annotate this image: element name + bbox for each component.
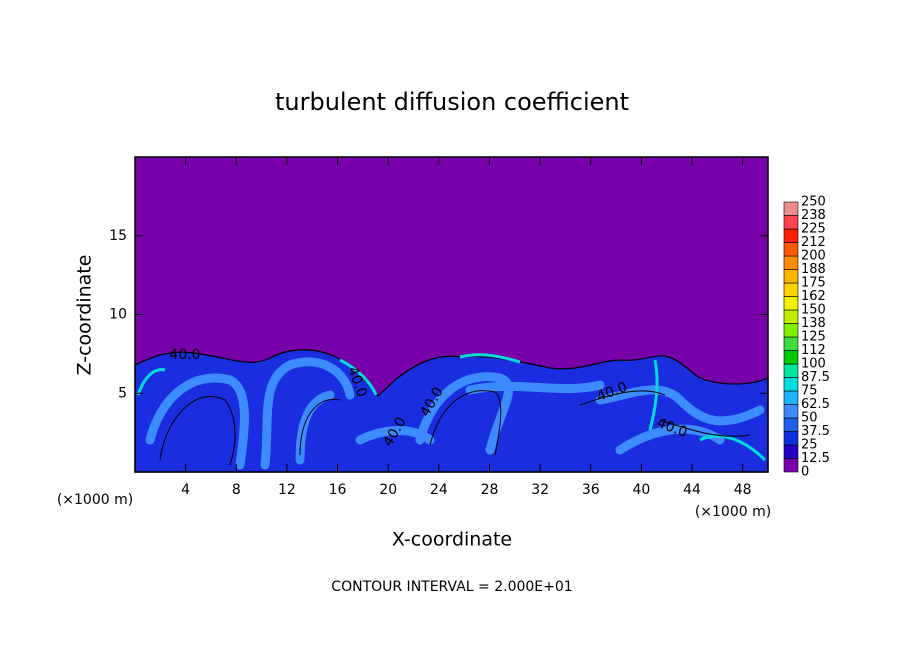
colorbar-band	[783, 350, 799, 365]
colorbar-label: 87.5	[801, 370, 830, 385]
colorbar-label: 12.5	[801, 451, 830, 466]
x-tick-label: 24	[430, 482, 448, 498]
colorbar-label: 175	[801, 276, 826, 291]
field	[134, 157, 769, 473]
colorbar-band	[783, 242, 799, 257]
colorbar-label: 100	[801, 357, 826, 372]
colorbar-label: 188	[801, 262, 826, 277]
colorbar-label: 112	[801, 343, 826, 358]
chart-title: turbulent diffusion coefficient	[275, 88, 629, 116]
colorbar-label: 150	[801, 303, 826, 318]
x-tick-label: 40	[632, 482, 650, 498]
x-tick-label: 28	[481, 482, 499, 498]
x-tick-label: 32	[531, 482, 549, 498]
y-axis-label: Z-coordinate	[74, 255, 96, 376]
contour-lines	[159, 390, 751, 466]
colorbar-label: 37.5	[801, 424, 830, 439]
colorbar-label: 50	[801, 411, 818, 426]
colorbar-band	[783, 444, 799, 459]
x-tick-label: 48	[734, 482, 752, 498]
colorbar-band	[783, 377, 799, 392]
colorbar-band	[783, 390, 799, 405]
colorbar-band	[783, 417, 799, 432]
colorbar-label: 250	[801, 195, 826, 210]
colorbar-band	[783, 296, 799, 311]
colorbar-band	[783, 215, 799, 230]
x-tick-label: 44	[683, 482, 701, 498]
contour-label: 40.0	[169, 347, 200, 363]
y-tick-label: 15	[109, 228, 127, 244]
colorbar-label: 125	[801, 330, 826, 345]
x-tick-label: 20	[379, 482, 397, 498]
colorbar-band	[783, 431, 799, 446]
colorbar-label: 200	[801, 249, 826, 264]
y-tick-label: 10	[109, 307, 127, 323]
colorbar-band	[783, 363, 799, 378]
colorbar-band	[783, 201, 799, 216]
x-tick-label: 36	[582, 482, 600, 498]
colorbar-band	[783, 282, 799, 297]
x-unit: (×1000 m)	[695, 504, 771, 520]
colorbar-band	[783, 228, 799, 243]
colorbar-band	[783, 255, 799, 270]
colorbar-label: 238	[801, 208, 826, 223]
colorbar-label: 62.5	[801, 397, 830, 412]
colorbar-label: 25	[801, 438, 818, 453]
field-region	[134, 349, 769, 473]
y-unit: (×1000 m)	[57, 492, 133, 508]
colorbar-band	[783, 323, 799, 338]
colorbar-label: 162	[801, 289, 826, 304]
x-tick-label: 12	[278, 482, 296, 498]
colorbar-band	[783, 269, 799, 284]
colorbar-label: 225	[801, 222, 826, 237]
colorbar-label: 212	[801, 235, 826, 250]
colorbar-band	[783, 336, 799, 351]
field-edges	[136, 353, 767, 462]
colorbar-band	[783, 309, 799, 324]
colorbar-label: 75	[801, 384, 818, 399]
x-axis-label: X-coordinate	[392, 529, 512, 551]
x-tick-label: 4	[181, 482, 190, 498]
colorbar-label: 138	[801, 316, 826, 331]
x-tick-label: 16	[329, 482, 347, 498]
y-tick-label: 5	[118, 385, 127, 401]
colorbar-band	[783, 404, 799, 419]
x-tick-label: 8	[232, 482, 241, 498]
footnote: CONTOUR INTERVAL = 2.000E+01	[331, 579, 572, 595]
field-swirls	[145, 357, 765, 470]
colorbar-label: 0	[801, 465, 809, 480]
colorbar-band	[783, 458, 799, 473]
